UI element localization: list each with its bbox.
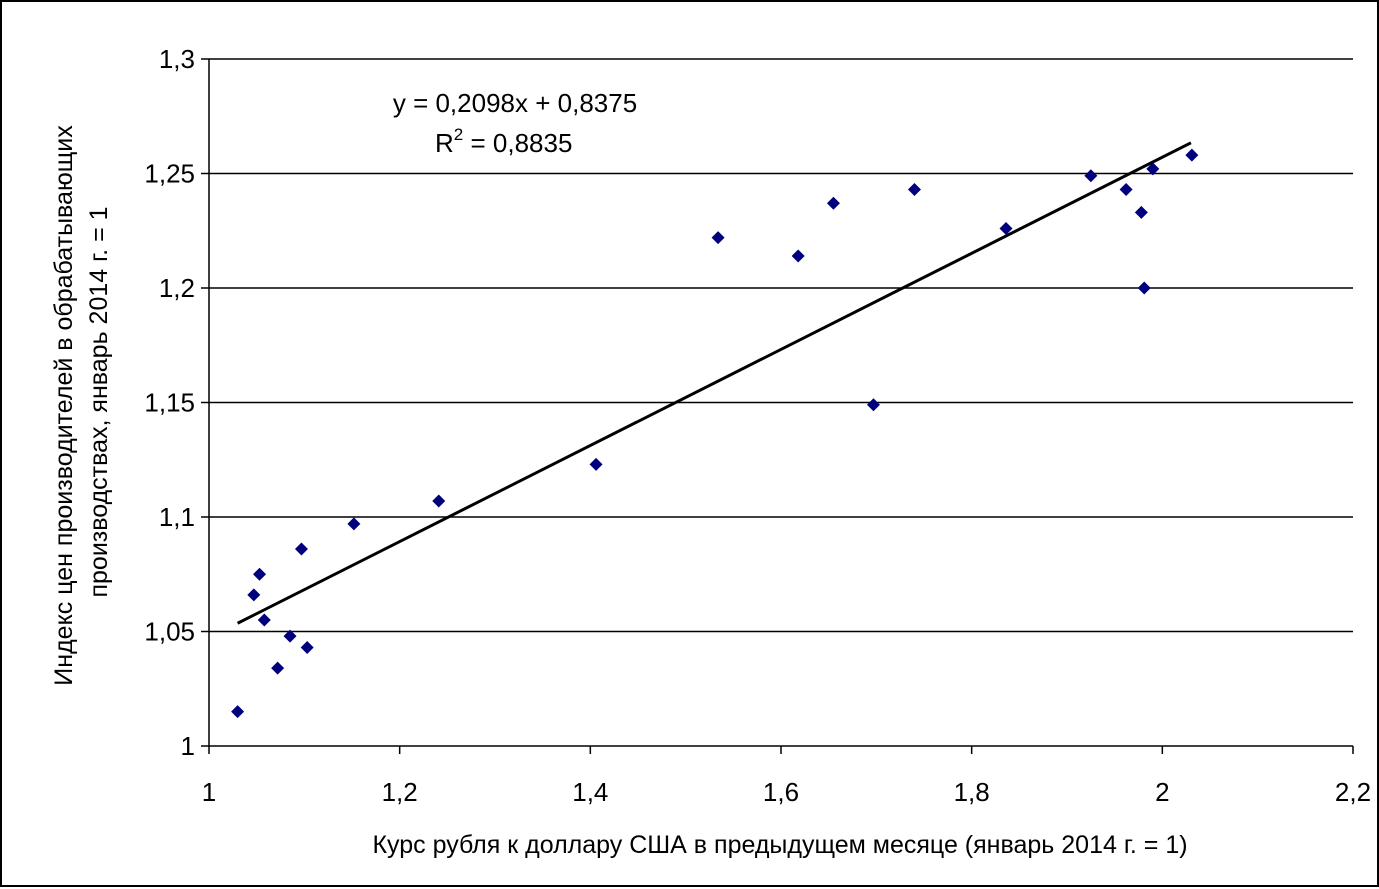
data-points xyxy=(231,148,1199,719)
data-point xyxy=(257,613,271,627)
data-point xyxy=(294,542,308,556)
trendline-group xyxy=(236,141,1192,625)
data-point xyxy=(271,661,285,675)
r-squared-exponent: 2 xyxy=(454,125,463,144)
data-point xyxy=(247,588,261,602)
x-tick-label: 1,8 xyxy=(954,777,990,807)
data-point xyxy=(1185,148,1199,162)
data-point xyxy=(907,183,921,197)
x-tick-label: 1,6 xyxy=(763,777,799,807)
x-tick-label: 1 xyxy=(202,777,216,807)
data-point xyxy=(999,221,1013,235)
tick-labels: 1 1,05 1,1 1,15 1,2 1,25 1,3 1 1,2 1,4 1,6 1,8 2 2,2 xyxy=(144,44,1371,807)
y-tick-label: 1 xyxy=(181,731,195,761)
data-point xyxy=(300,641,314,655)
data-point xyxy=(1137,281,1151,295)
data-point xyxy=(283,629,297,643)
data-point xyxy=(1084,169,1098,183)
r-squared-prefix: R xyxy=(435,128,454,158)
data-point xyxy=(1119,183,1133,197)
y-axis-title: Индекс цен производителей в обрабатывающ… xyxy=(50,118,113,685)
data-point xyxy=(826,196,840,210)
y-tick-label: 1,1 xyxy=(159,502,195,532)
data-point xyxy=(432,494,446,508)
y-tick-label: 1,15 xyxy=(144,388,195,418)
x-tick-label: 1,4 xyxy=(572,777,608,807)
gridlines xyxy=(209,58,1353,633)
data-point xyxy=(253,567,267,581)
x-tick-label: 1,2 xyxy=(382,777,418,807)
data-point xyxy=(1146,162,1160,176)
axes xyxy=(201,58,1354,754)
data-point xyxy=(1134,205,1148,219)
data-point xyxy=(711,231,725,245)
y-tick-label: 1,05 xyxy=(144,617,195,647)
trendline-r-squared: R2 = 0,8835 xyxy=(435,125,572,158)
y-axis-title-line-1: Индекс цен производителей в обрабатывающ… xyxy=(50,125,78,686)
data-point xyxy=(791,249,805,263)
x-axis-title: Курс рубля к доллару США в предыдущем ме… xyxy=(372,831,1187,859)
y-tick-label: 1,3 xyxy=(159,44,195,74)
trendline-equation: y = 0,2098x + 0,8375 xyxy=(393,88,637,118)
data-point xyxy=(347,517,361,531)
data-point xyxy=(589,457,603,471)
y-tick-label: 1,25 xyxy=(144,159,195,189)
y-tick-label: 1,2 xyxy=(159,273,195,303)
y-axis-title-line-2: производствах, январь 2014 г. = 1 xyxy=(85,206,113,597)
x-tick-label: 2,2 xyxy=(1335,777,1371,807)
r-squared-value: = 0,8835 xyxy=(463,128,572,158)
x-tick-label: 2 xyxy=(1155,777,1169,807)
data-point xyxy=(231,705,245,719)
data-point xyxy=(866,398,880,412)
trendline xyxy=(236,141,1192,625)
